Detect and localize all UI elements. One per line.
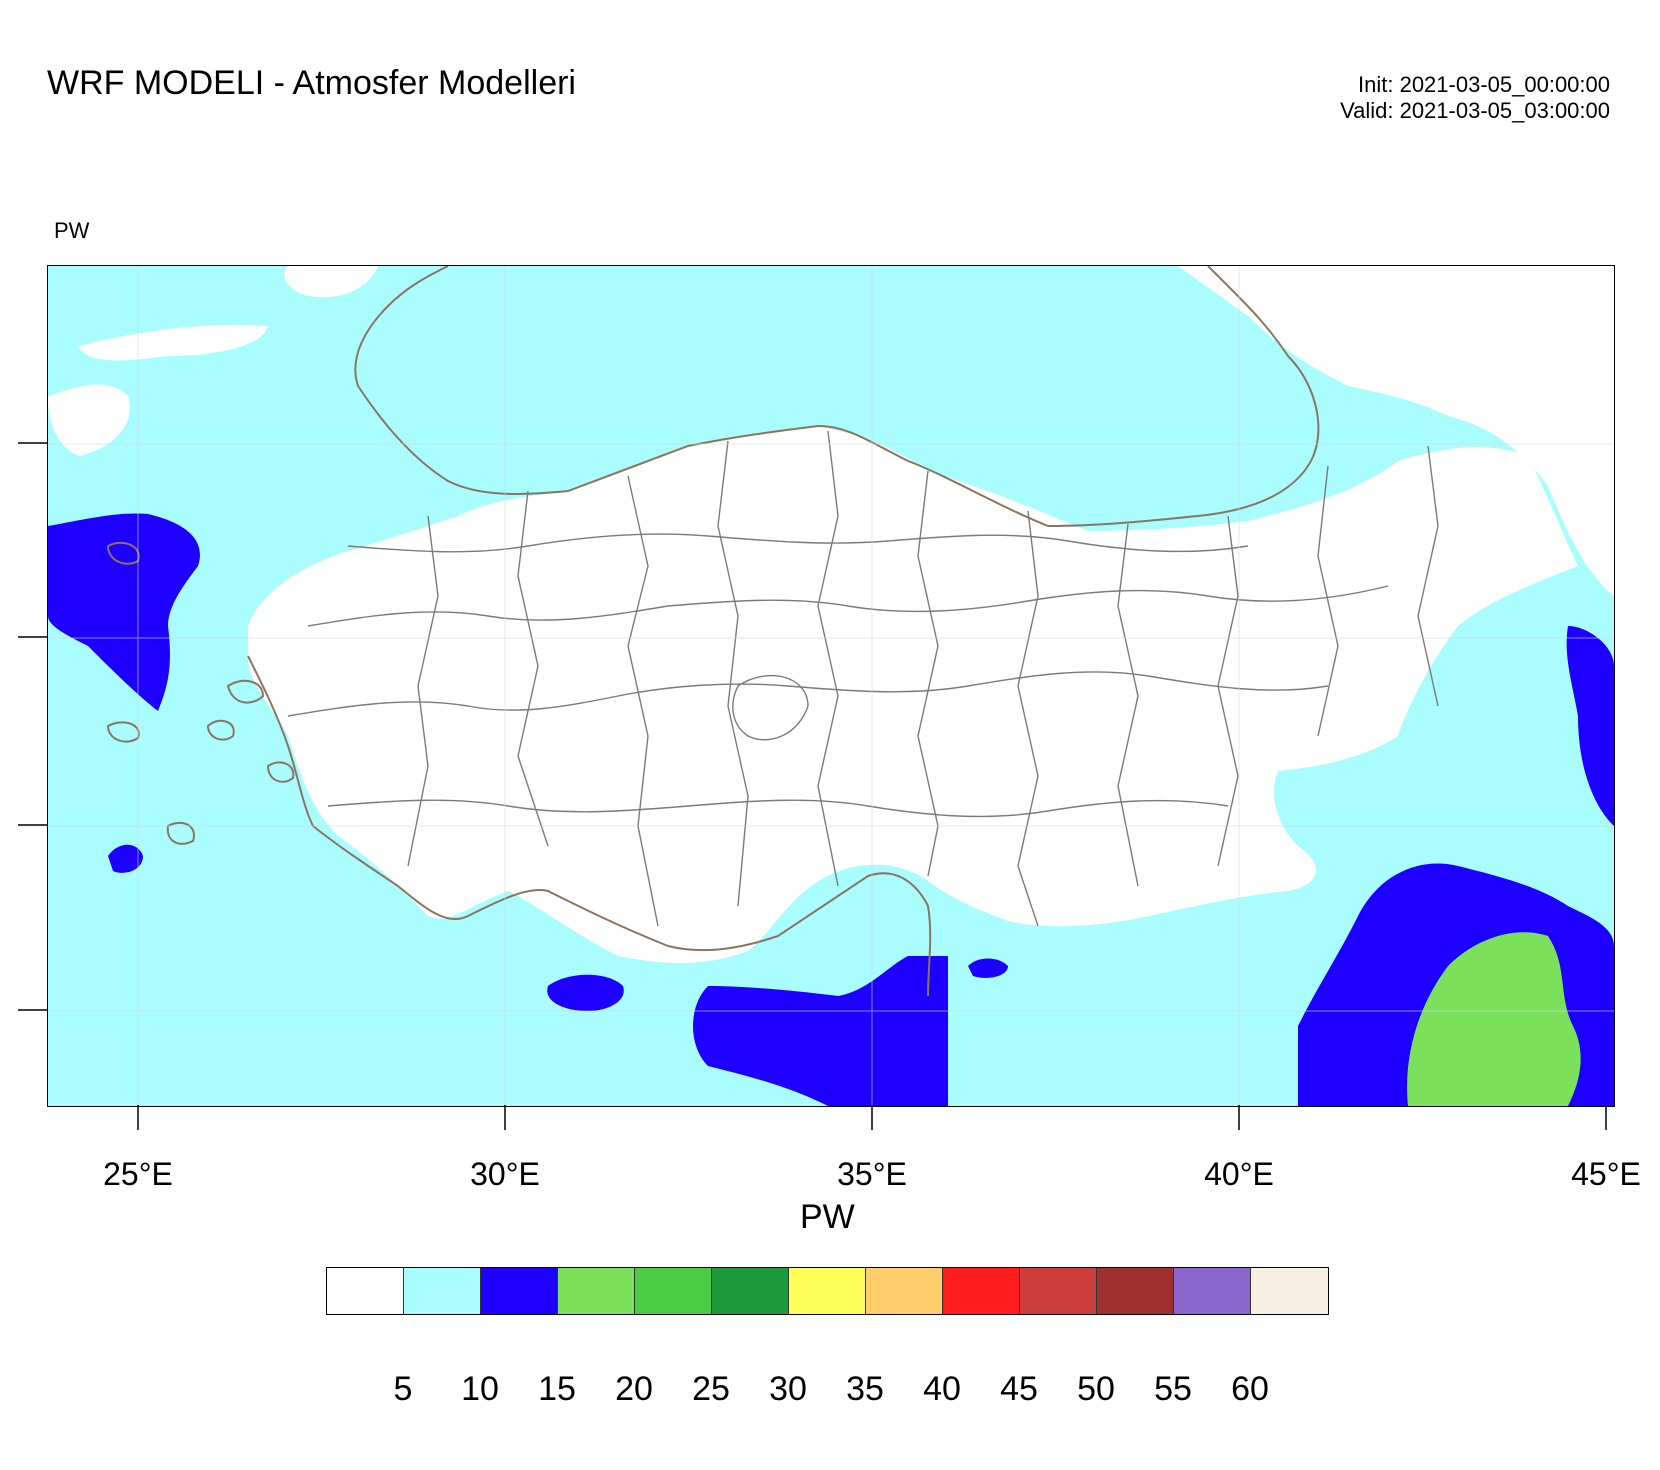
colorbar-swatch [1097,1268,1174,1314]
pw-low-region-ne [1178,266,1614,596]
colorbar-swatch [481,1268,558,1314]
colorbar-swatch [1020,1268,1097,1314]
colorbar-swatch [404,1268,481,1314]
x-tick-label: 45°E [1571,1156,1641,1192]
x-tick-label: 25°E [103,1156,173,1192]
init-time: Init: 2021-03-05_00:00:00 [1358,72,1610,97]
coastline-black-sea [354,266,1320,528]
colorbar-tick-label: 45 [1000,1370,1038,1408]
pw-mid-aegean-north [48,513,200,711]
pw-high-region [1407,932,1581,1106]
pw-mid-east-edge [1566,626,1614,826]
colorbar-tick-label: 55 [1154,1370,1192,1408]
pw-mid-cyprus-east [693,956,948,1106]
time-info: Init: 2021-03-05_00:00:00 Valid: 2021-03… [1340,72,1610,124]
colorbar-swatch [327,1268,404,1314]
colorbar-tick-label: 60 [1231,1370,1269,1408]
map-gridlines [48,266,1614,1106]
coastline-south [247,655,932,997]
colorbar-swatch [866,1268,943,1314]
colorbar-tick-label: 15 [538,1370,576,1408]
pw-low-patch-top [284,266,378,298]
valid-time: Valid: 2021-03-05_03:00:00 [1340,98,1610,123]
colorbar-tick-label: 50 [1077,1370,1115,1408]
colorbar-swatch [943,1268,1020,1314]
pw-low-patch-nw [48,384,130,456]
pw-mid-patch-hatay [968,958,1008,978]
field-label: PW [54,218,90,243]
colorbar-tick-label: 40 [923,1370,961,1408]
pw-mid-patch-antalya [547,974,624,1011]
colorbar-tick-label: 20 [615,1370,653,1408]
x-tick-label: 40°E [1204,1156,1274,1192]
pw-mid-patch-crete [108,844,143,873]
x-tick-label: 30°E [470,1156,540,1192]
pw-low-region [248,426,1578,963]
colorbar-title: PW [800,1198,855,1236]
province-borders [287,430,1439,927]
colorbar-swatch [635,1268,712,1314]
colorbar-swatch [1174,1268,1251,1314]
x-tick-label: 35°E [837,1156,907,1192]
colorbar-swatch [789,1268,866,1314]
colorbar [326,1267,1329,1315]
colorbar-swatch [712,1268,789,1314]
colorbar-tick-label: 10 [461,1370,499,1408]
map-canvas [48,266,1614,1106]
pw-low-patch-nw2 [78,324,268,361]
map-panel [47,265,1615,1107]
colorbar-tick-label: 35 [846,1370,884,1408]
colorbar-tick-label: 30 [769,1370,807,1408]
colorbar-tick-label: 25 [692,1370,730,1408]
colorbar-tick-label: 5 [393,1370,413,1408]
colorbar-swatch [558,1268,635,1314]
colorbar-swatch [1251,1268,1328,1314]
plot-title: WRF MODELI - Atmosfer Modelleri [47,64,576,102]
